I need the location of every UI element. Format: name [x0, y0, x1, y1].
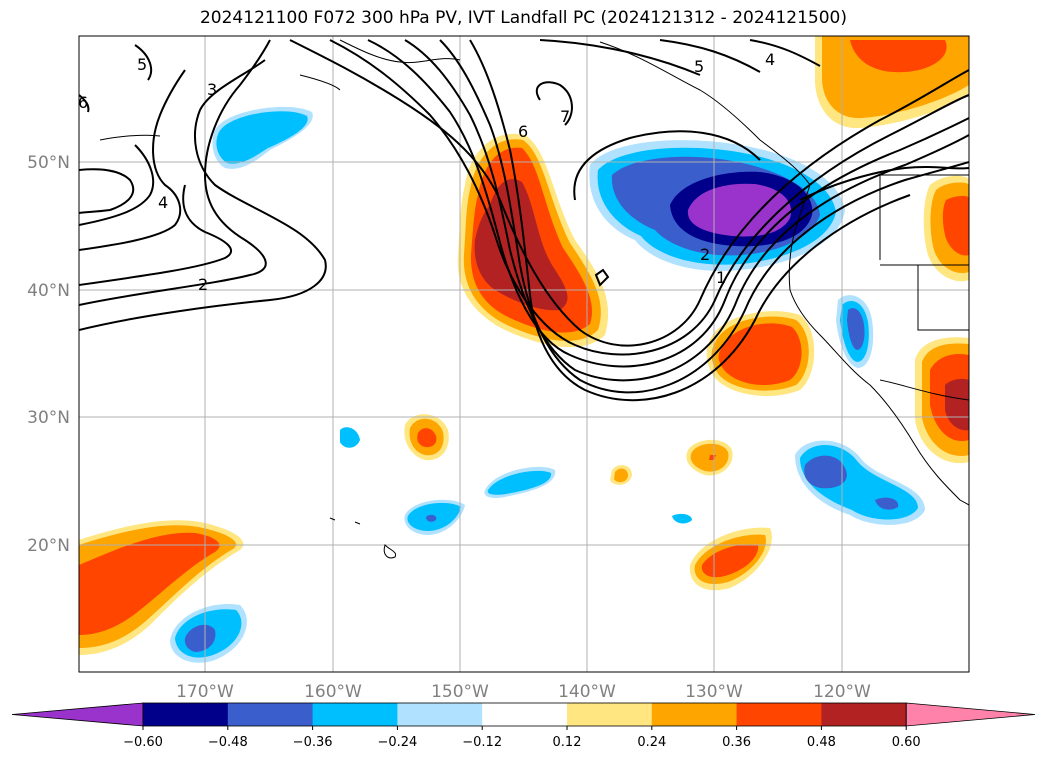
colorbar-segment: [821, 703, 907, 726]
colorbar-segment: [143, 703, 229, 726]
lon-label-160w: 160°W: [304, 682, 362, 702]
colorbar-tick-label: 0.60: [892, 735, 921, 750]
colorbar-tick-label: 0.36: [722, 735, 751, 750]
negative-anomaly-southeast: [795, 440, 925, 525]
lon-label-150w: 150°W: [431, 682, 489, 702]
negative-anomaly-pacific-northwest: [589, 140, 845, 271]
contour-label-6-west: 6: [78, 93, 88, 112]
map-frame: [78, 35, 970, 673]
colorbar-segment: [482, 703, 568, 726]
contour-label-1: 1: [716, 268, 726, 287]
colorbar-frame: [142, 702, 907, 727]
map-title: 2024121100 F072 300 hPa PV, IVT Landfall…: [199, 8, 847, 28]
colorbar: −0.60 −0.48 −0.36 −0.24 −0.12 0.12 0.24 0.36 0.4…: [11, 702, 1036, 750]
negative-anomaly-california: [836, 295, 874, 368]
colorbar-segment: [312, 703, 398, 726]
lat-label-40n: 40°N: [27, 281, 70, 301]
colorbar-tick-label: −0.12: [462, 735, 502, 750]
pv-contours: [79, 39, 969, 402]
lon-label-140w: 140°W: [558, 682, 616, 702]
negative-anomaly-small-cells: [170, 106, 692, 663]
latitude-labels: 50°N 40°N 30°N 20°N: [27, 153, 70, 556]
colorbar-segment: [567, 703, 653, 726]
lon-label-130w: 130°W: [685, 682, 743, 702]
contour-label-6: 6: [518, 122, 528, 141]
pv-contour-labels: 5 3 6 4 2 6 7 5 4 1 2: [78, 50, 775, 294]
contour-label-7: 7: [560, 107, 570, 126]
colorbar-tick-label: 0.24: [637, 735, 666, 750]
lat-label-20n: 20°N: [27, 536, 70, 556]
coastlines: [99, 39, 969, 559]
positive-anomaly-central: [706, 311, 815, 397]
colorbar-tick-label: 0.12: [553, 735, 582, 750]
colorbar-tick-label: −0.36: [293, 735, 333, 750]
longitude-labels: 170°W 160°W 150°W 140°W 130°W 120°W: [176, 682, 871, 702]
contour-label-4-east: 4: [765, 50, 775, 69]
contour-label-5-east: 5: [694, 57, 704, 76]
lat-label-50n: 50°N: [27, 153, 70, 173]
colorbar-tick-label: 0.48: [807, 735, 836, 750]
colorbar-segment: [227, 703, 314, 726]
positive-anomaly-north: [815, 36, 969, 129]
contour-label-4-west: 4: [158, 193, 168, 212]
positive-anomaly-southwest: [79, 520, 244, 655]
colorbar-tick-label: −0.60: [123, 735, 163, 750]
contour-label-5: 5: [137, 55, 147, 74]
lon-label-170w: 170°W: [176, 682, 234, 702]
graticule: [79, 36, 969, 672]
positive-anomaly-east-edge: [915, 175, 969, 464]
colorbar-extend-low: [11, 702, 144, 727]
colorbar-extend-high: [905, 702, 1036, 727]
colorbar-tick-label: −0.24: [377, 735, 417, 750]
colorbar-tick-label: −0.48: [208, 735, 248, 750]
map-area: 5 3 6 4 2 6 7 5 4 1 2: [78, 36, 969, 672]
colorbar-segment: [736, 703, 822, 726]
contour-label-3: 3: [207, 80, 217, 99]
lon-label-120w: 120°W: [813, 682, 871, 702]
positive-anomaly-small-cells: [404, 414, 772, 591]
contour-label-2-west: 2: [198, 275, 208, 294]
lat-label-30n: 30°N: [27, 408, 70, 428]
contour-label-2-east: 2: [700, 245, 710, 264]
colorbar-segment: [651, 703, 738, 726]
colorbar-segment: [397, 703, 483, 726]
